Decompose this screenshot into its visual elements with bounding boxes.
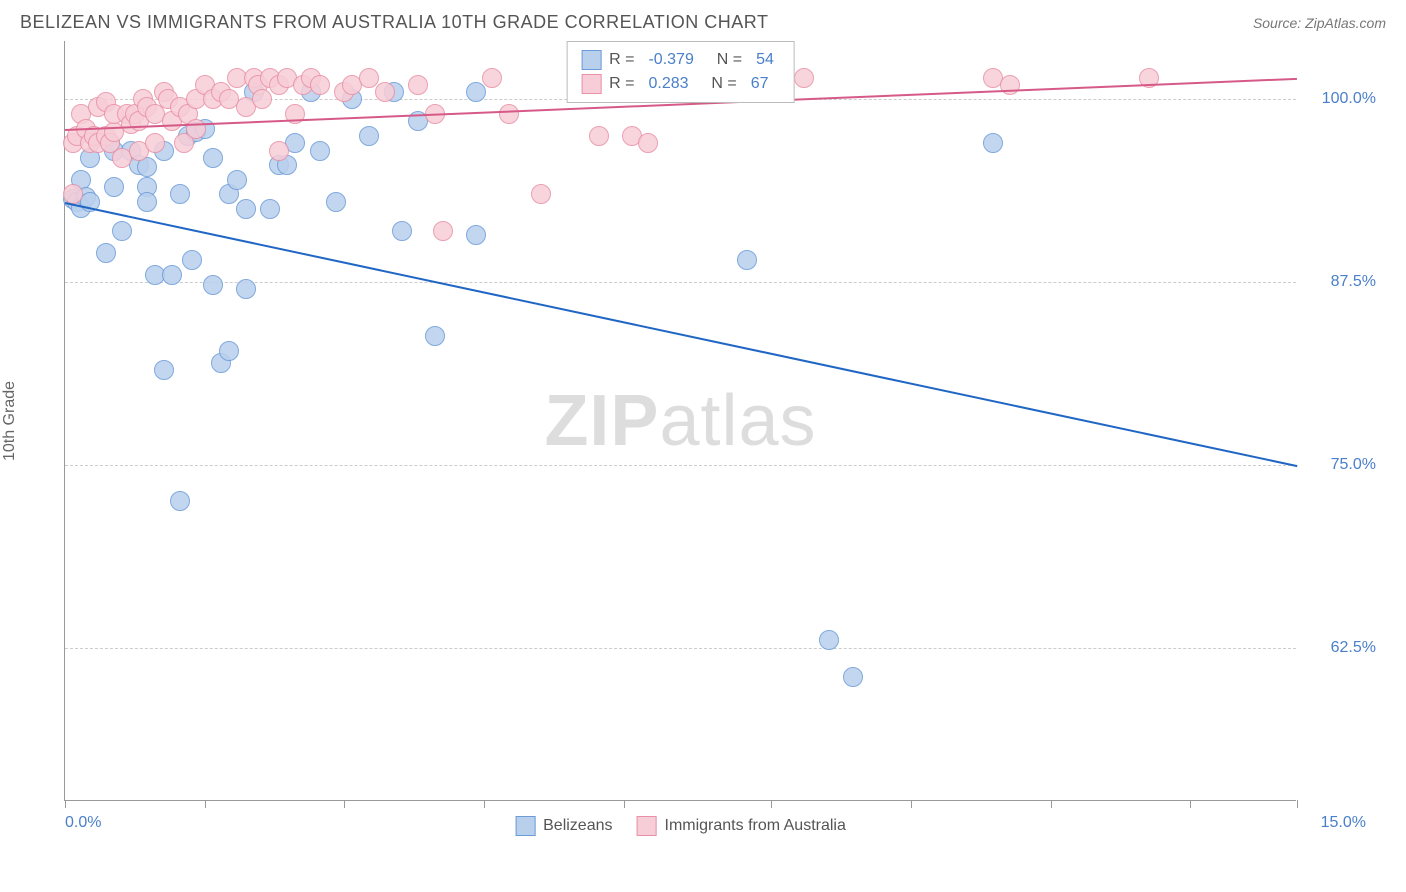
legend-r-value: 0.283: [648, 75, 688, 93]
legend-swatch: [581, 74, 601, 94]
x-tick: [65, 800, 66, 808]
data-point: [112, 221, 132, 241]
data-point: [794, 68, 814, 88]
data-point: [737, 250, 757, 270]
data-point: [433, 221, 453, 241]
data-point: [310, 75, 330, 95]
legend-n-label: N =: [703, 75, 737, 93]
data-point: [170, 184, 190, 204]
data-point: [310, 141, 330, 161]
data-point: [236, 199, 256, 219]
chart-header: BELIZEAN VS IMMIGRANTS FROM AUSTRALIA 10…: [0, 0, 1406, 41]
legend-swatch: [636, 816, 656, 836]
correlation-legend: R = -0.379 N = 54 R = 0.283 N = 67: [566, 41, 795, 103]
data-point: [326, 192, 346, 212]
data-point: [269, 141, 289, 161]
data-point: [96, 243, 116, 263]
gridline: [65, 465, 1296, 466]
data-point: [466, 82, 486, 102]
data-point: [203, 275, 223, 295]
x-tick: [1190, 800, 1191, 808]
data-point: [260, 199, 280, 219]
data-point: [359, 68, 379, 88]
data-point: [359, 126, 379, 146]
series-legend: Belizeans Immigrants from Australia: [515, 816, 846, 836]
gridline: [65, 648, 1296, 649]
data-point: [466, 225, 486, 245]
x-tick: [205, 800, 206, 808]
data-point: [170, 491, 190, 511]
legend-r-label: R =: [609, 51, 634, 69]
legend-row: R = -0.379 N = 54: [581, 48, 780, 72]
chart-wrapper: 10th Grade ZIPatlas 62.5%75.0%87.5%100.0…: [20, 41, 1386, 801]
y-tick-label: 100.0%: [1322, 90, 1376, 108]
data-point: [182, 250, 202, 270]
legend-n-label: N =: [708, 51, 742, 69]
legend-row: R = 0.283 N = 67: [581, 72, 780, 96]
x-tick: [624, 800, 625, 808]
data-point: [843, 667, 863, 687]
x-tick: [911, 800, 912, 808]
data-point: [638, 133, 658, 153]
trendline: [65, 202, 1297, 467]
x-axis-max-label: 15.0%: [1321, 814, 1366, 832]
series-legend-item: Belizeans: [515, 816, 612, 836]
watermark: ZIPatlas: [544, 380, 816, 462]
legend-r-value: -0.379: [648, 51, 693, 69]
x-tick: [344, 800, 345, 808]
series-legend-label: Immigrants from Australia: [664, 817, 845, 835]
data-point: [425, 326, 445, 346]
data-point: [392, 221, 412, 241]
data-point: [227, 170, 247, 190]
data-point: [137, 192, 157, 212]
x-tick: [484, 800, 485, 808]
data-point: [145, 133, 165, 153]
series-legend-label: Belizeans: [543, 817, 612, 835]
data-point: [589, 126, 609, 146]
legend-n-value: 54: [756, 51, 774, 69]
data-point: [236, 279, 256, 299]
data-point: [499, 104, 519, 124]
y-tick-label: 75.0%: [1331, 456, 1376, 474]
data-point: [203, 148, 223, 168]
data-point: [186, 119, 206, 139]
legend-swatch: [515, 816, 535, 836]
series-legend-item: Immigrants from Australia: [636, 816, 845, 836]
data-point: [162, 265, 182, 285]
y-tick-label: 87.5%: [1331, 273, 1376, 291]
data-point: [104, 177, 124, 197]
plot-area: ZIPatlas 62.5%75.0%87.5%100.0%0.0%15.0%R…: [64, 41, 1296, 801]
data-point: [819, 630, 839, 650]
legend-n-value: 67: [751, 75, 769, 93]
watermark-rest: atlas: [659, 381, 816, 461]
data-point: [983, 133, 1003, 153]
legend-r-label: R =: [609, 75, 634, 93]
data-point: [531, 184, 551, 204]
x-tick: [771, 800, 772, 808]
data-point: [375, 82, 395, 102]
legend-swatch: [581, 50, 601, 70]
data-point: [252, 89, 272, 109]
y-axis-label: 10th Grade: [1, 381, 19, 461]
watermark-bold: ZIP: [544, 381, 659, 461]
data-point: [154, 360, 174, 380]
data-point: [482, 68, 502, 88]
data-point: [408, 75, 428, 95]
chart-title: BELIZEAN VS IMMIGRANTS FROM AUSTRALIA 10…: [20, 12, 768, 33]
chart-source: Source: ZipAtlas.com: [1253, 15, 1386, 31]
x-axis-min-label: 0.0%: [65, 814, 101, 832]
data-point: [219, 341, 239, 361]
y-tick-label: 62.5%: [1331, 639, 1376, 657]
x-tick: [1051, 800, 1052, 808]
x-tick: [1297, 800, 1298, 808]
